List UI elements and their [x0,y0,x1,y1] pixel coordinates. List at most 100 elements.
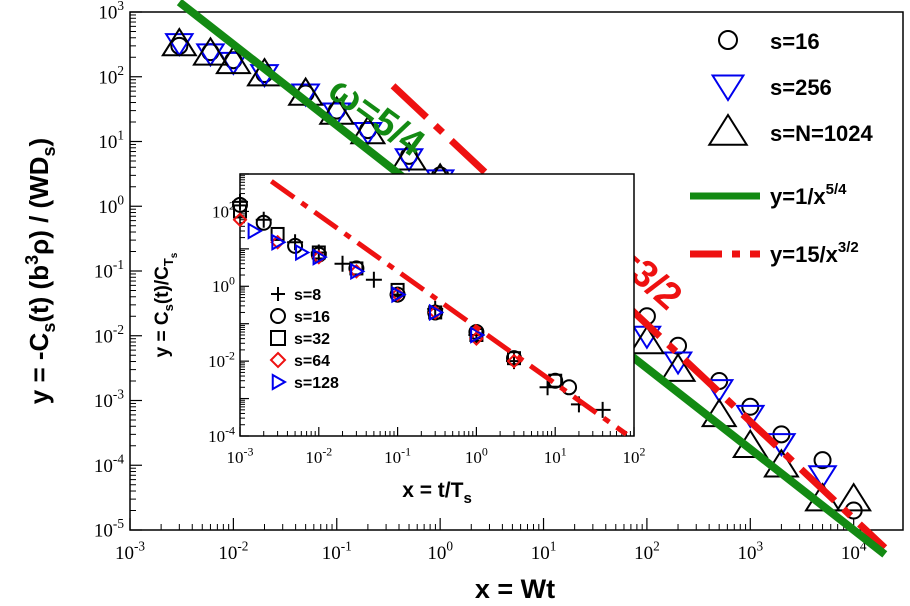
legend-entry-4: y=15/x3/2 [690,239,859,267]
legend-marker [718,30,738,50]
main-ytick-label-base: 10 [98,67,117,88]
inset-legend-marker [270,308,286,324]
main-xtick-label-base: 10 [322,543,341,564]
legend-marker [710,74,746,102]
inset-xtick-label: 10-2 [305,444,332,467]
main-ytick-label-exp: 3 [117,0,124,13]
annotation-omega-green: ω=5/4 [321,68,432,165]
main-ytick-label-exp: -3 [113,387,124,402]
inset-point [391,285,407,304]
main-xtick-label: 10-3 [115,538,145,564]
inset-xtick-label-exp: 1 [561,444,567,458]
inset-legend-entry-1: s=16 [270,308,330,326]
main-xtick-label: 10-2 [218,538,248,564]
main-ytick-label-base: 10 [94,456,113,477]
inset-xtick-label-base: 10 [227,448,244,467]
main-y-axis-label: y = -Cs(t) (b3ρ) / (WDs) [22,138,59,404]
inset-point [350,262,366,281]
main-ytick-label: 101 [98,128,124,154]
inset-legend-marker [270,330,286,346]
inset-point [594,401,611,418]
inset-ytick-label-base: 10 [212,277,229,296]
main-point [195,43,226,68]
legend-entry-1: s=256 [710,74,832,102]
inset-ytick-label: 102 [212,199,235,222]
main-ytick-label-base: 10 [98,132,117,153]
main-point [352,122,383,146]
inset-ytick-label: 10-4 [208,423,235,446]
main-xtick-label: 104 [841,538,867,564]
inset-y-axis-label-part: (t)/C [152,266,173,304]
main-point [192,36,229,66]
inset-ytick-label-base: 10 [208,427,225,446]
inset-y-axis-label-part: s [161,304,176,311]
main-xtick-label-exp: -3 [134,538,145,553]
main-ytick-label: 10-4 [94,451,124,477]
main-point [390,141,428,171]
inset-legend-label: s=128 [294,375,339,392]
inset-xtick-label: 102 [623,444,646,467]
main-ytick-label-exp: -1 [113,257,124,272]
main-xtick-label-base: 10 [218,543,237,564]
main-xtick-label-exp: 2 [653,538,660,553]
inset-ytick-label: 100 [212,274,235,297]
main-y-axis-label-part: s [39,146,59,156]
inset-point [295,243,311,262]
legend-marker [707,113,749,146]
inset-xtick-label-exp: 0 [482,444,488,458]
inset-xtick-label-base: 10 [384,448,401,467]
main-ytick-label-exp: 1 [117,128,124,143]
inset-xtick-label-base: 10 [465,448,482,467]
main-xtick-label: 103 [737,538,763,564]
main-y-axis-label-part: 3 [22,255,42,265]
inset-point [233,204,247,219]
main-ytick-label: 10-1 [94,257,124,283]
legend-label: s=N=1024 [770,121,874,146]
inset-point [428,303,445,322]
inset-legend-marker [271,373,288,391]
main-ytick-label-exp: -5 [113,516,124,531]
inset-legend-marker [271,287,285,301]
main-y-axis-label-part: (t) (b [24,265,54,323]
inset-point [470,326,486,344]
inset-y-axis-label: y = Cs(t)/CTs [152,252,180,357]
inset-point [255,214,272,231]
inset-point [232,212,248,228]
inset-ytick-label-exp: -4 [225,423,235,437]
main-x-axis-label: x = Wt [475,574,555,604]
inset-point [365,271,382,288]
inset-xtick-label: 100 [465,444,488,467]
main-point [161,27,198,57]
main-ytick-label-base: 10 [94,521,113,542]
inset-ytick-label-base: 10 [212,202,229,221]
main-point [835,482,872,512]
inset-frame [239,173,635,437]
main-xtick-label: 102 [634,538,660,564]
legend-entry-2: s=N=1024 [707,113,874,146]
main-ytick-label-base: 10 [94,391,113,412]
inset-point [334,255,351,272]
main-axes: 10-3 10-2 10-1 100 101 102 103 10410-510-410-31… [94,0,904,564]
main-ytick-label: 10-3 [94,387,124,413]
main-xtick-label-exp: 3 [756,538,763,553]
main-ytick-label: 103 [98,0,124,24]
inset-ytick-label-exp: 2 [229,199,235,213]
inset-legend-label: s=32 [294,331,330,348]
main-xtick-label-exp: 4 [860,538,867,553]
inset-ytick-label-exp: 0 [229,274,235,288]
main-xtick-label-exp: -2 [237,538,248,553]
main-ytick-label-base: 10 [94,326,113,347]
legend-label-sup: 5/4 [826,181,848,198]
inset-x-axis-label-part: x = t/T [402,479,463,502]
main-xtick-label-base: 10 [531,543,550,564]
inset-x-axis-label: x = t/Ts [402,479,472,507]
inset-legend: s=8 s=16 s=32 s=64 s=128 [269,287,339,392]
main-line-red [390,83,888,551]
main-ytick-label: 102 [98,63,124,89]
inset-xtick-label-base: 10 [305,448,322,467]
inset-legend-label: s=16 [294,309,330,326]
legend-label: s=16 [770,29,820,54]
inset-legend-entry-2: s=32 [270,330,330,348]
legend-label-sup: 3/2 [838,239,859,256]
inset-legend-entry-0: s=8 [271,287,321,304]
